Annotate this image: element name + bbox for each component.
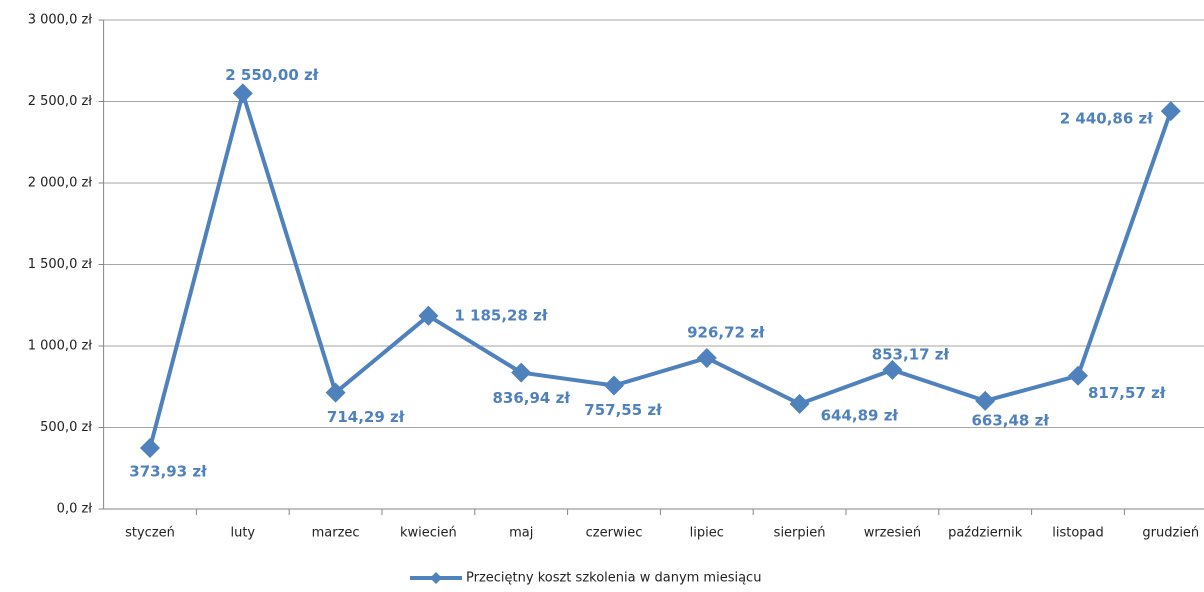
x-tick-label: listopad bbox=[1052, 526, 1104, 541]
x-tick-label: grudzień bbox=[1142, 526, 1199, 541]
series-line bbox=[148, 91, 1173, 449]
marker bbox=[882, 359, 903, 380]
marker bbox=[511, 362, 532, 383]
legend-marker bbox=[430, 572, 442, 584]
marker bbox=[975, 390, 996, 411]
y-tick-label: 2 500,0 zł bbox=[28, 94, 93, 109]
marker bbox=[325, 382, 346, 403]
marker bbox=[789, 393, 810, 414]
y-tick-label: 1 500,0 zł bbox=[28, 257, 93, 272]
data-label: 836,94 zł bbox=[492, 389, 570, 407]
x-tick-label: wrzesień bbox=[864, 526, 921, 541]
x-tick-label: maj bbox=[509, 526, 533, 541]
x-tick-label: luty bbox=[230, 526, 255, 541]
x-tick-label: lipiec bbox=[690, 526, 724, 541]
legend-label: Przeciętny koszt szkolenia w danym miesi… bbox=[466, 571, 761, 586]
marker bbox=[418, 305, 439, 326]
data-label: 644,89 zł bbox=[821, 406, 899, 424]
data-label: 853,17 zł bbox=[872, 345, 950, 363]
x-tick-label: październik bbox=[948, 526, 1023, 541]
x-tick-label: styczeń bbox=[125, 526, 175, 541]
data-label: 663,48 zł bbox=[971, 411, 1049, 429]
data-label: 714,29 zł bbox=[327, 408, 405, 426]
marker bbox=[232, 83, 253, 104]
y-tick-label: 3 000,0 zł bbox=[28, 13, 93, 28]
x-tick-label: marzec bbox=[312, 526, 360, 541]
y-tick-label: 2 000,0 zł bbox=[28, 176, 93, 191]
y-tick-label: 1 000,0 zł bbox=[28, 339, 93, 354]
x-tick-label: kwiecień bbox=[400, 526, 457, 541]
marker bbox=[604, 375, 624, 396]
marker bbox=[1068, 365, 1088, 386]
data-label: 2 550,00 zł bbox=[225, 66, 318, 84]
x-tick-label: czerwiec bbox=[586, 526, 643, 541]
data-label: 373,93 zł bbox=[129, 463, 207, 481]
x-tick-label: sierpień bbox=[774, 526, 826, 541]
marker bbox=[696, 347, 717, 368]
data-label: 2 440,86 zł bbox=[1060, 110, 1153, 128]
data-label: 817,57 zł bbox=[1088, 384, 1166, 402]
data-label: 757,55 zł bbox=[584, 401, 662, 419]
y-tick-label: 0,0 zł bbox=[57, 502, 93, 517]
data-label: 1 185,28 zł bbox=[454, 306, 547, 324]
marker bbox=[140, 438, 160, 459]
marker bbox=[1160, 101, 1181, 122]
y-tick-label: 500,0 zł bbox=[40, 420, 92, 435]
data-label: 926,72 zł bbox=[687, 323, 765, 341]
